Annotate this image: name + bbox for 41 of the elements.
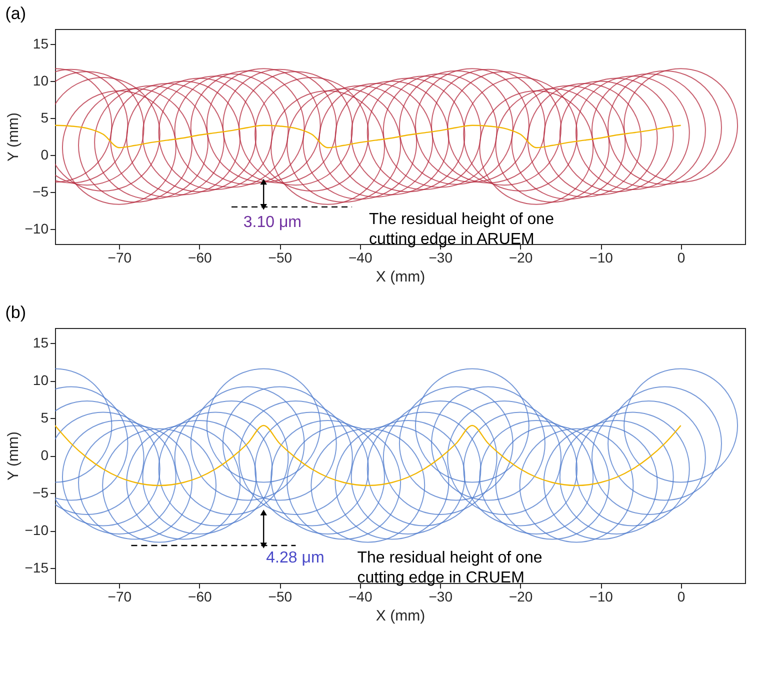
y-tick-label: 5 — [40, 410, 49, 426]
y-axis-title: Y (mm) — [4, 112, 22, 162]
x-tick-label: −40 — [348, 250, 372, 266]
x-tick-label: −10 — [589, 250, 614, 266]
x-tick-label: 0 — [677, 250, 686, 266]
annotation: 4.28 μm — [266, 550, 324, 566]
annotation: The residual height of one cutting edge in ARUEM — [368, 210, 554, 248]
x-axis-title: X (mm) — [376, 608, 426, 624]
y-tick-label: −10 — [24, 522, 49, 538]
x-tick-label: −50 — [268, 250, 292, 266]
annotation: The residual height of one cutting edge in CRUEM — [357, 550, 542, 586]
y-tick-label: 10 — [32, 372, 49, 388]
y-tick-label: 15 — [32, 334, 49, 350]
line-series — [55, 124, 682, 148]
x-tick-label: −10 — [589, 588, 614, 604]
x-tick-label: −60 — [188, 588, 212, 604]
y-tick-label: 0 — [40, 447, 49, 463]
x-tick-label: −30 — [428, 250, 453, 266]
x-tick-label: −70 — [108, 588, 132, 604]
x-tick-label: −20 — [508, 588, 533, 604]
y-tick-label: 10 — [32, 72, 49, 88]
y-tick-label: −10 — [24, 220, 49, 237]
chart-title: (b) — [5, 303, 26, 322]
y-tick-label: −15 — [24, 560, 49, 576]
x-tick-label: −50 — [268, 588, 292, 604]
annotation: 3.10 μm — [243, 214, 302, 231]
x-tick-label: −70 — [108, 250, 132, 266]
x-tick-label: −40 — [348, 588, 372, 604]
x-tick-label: −20 — [508, 250, 533, 266]
chart-title: (a) — [5, 4, 26, 23]
y-tick-label: 5 — [40, 109, 49, 126]
line-series — [55, 424, 682, 486]
y-axis-title: Y (mm) — [4, 432, 22, 480]
x-axis-title: X (mm) — [376, 268, 426, 286]
x-tick-label: −60 — [188, 250, 212, 266]
x-tick-label: −30 — [428, 588, 453, 604]
y-tick-label: 15 — [32, 35, 49, 52]
y-tick-label: −5 — [32, 484, 49, 500]
y-tick-label: −5 — [32, 184, 49, 200]
y-tick-label: 0 — [40, 146, 49, 163]
x-tick-label: 0 — [677, 588, 686, 604]
